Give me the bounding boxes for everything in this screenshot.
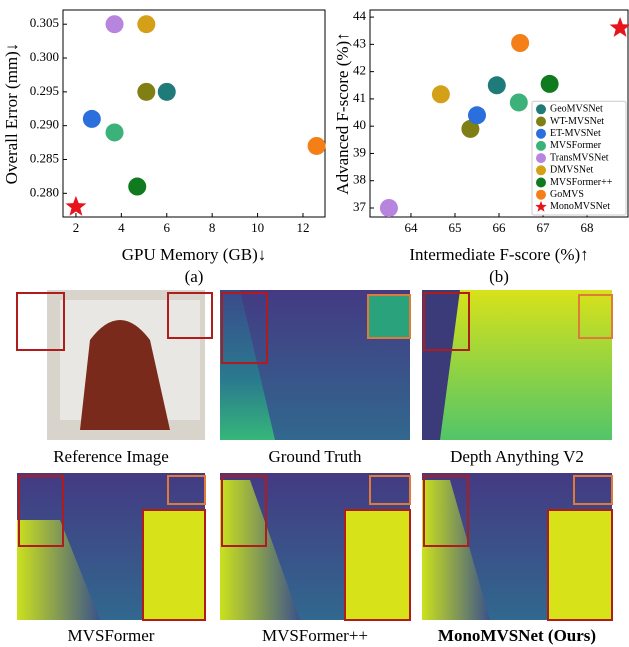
x-axis-label: Intermediate F-score (%)↑ xyxy=(409,245,588,264)
y-tick-label: 0.290 xyxy=(30,117,59,132)
legend-marker xyxy=(536,116,546,127)
legend-marker xyxy=(536,140,546,151)
x-tick-label: 4 xyxy=(118,220,125,235)
point xyxy=(65,195,87,216)
x-tick-label: 66 xyxy=(493,220,507,235)
reference-image xyxy=(16,290,213,440)
legend-marker xyxy=(536,153,546,164)
legend-label: DMVSNet xyxy=(550,165,594,176)
plot-frame xyxy=(62,9,326,218)
legend-marker xyxy=(536,104,546,115)
legend-label: MVSFormer xyxy=(550,140,602,151)
x-tick-label: 12 xyxy=(296,220,309,235)
point xyxy=(105,15,124,34)
legend-marker xyxy=(536,177,546,188)
panel-caption: MVSFormer++ xyxy=(262,626,368,645)
x-tick-label: 2 xyxy=(73,220,80,235)
chart-caption: (a) xyxy=(185,267,204,286)
point xyxy=(137,15,156,34)
point xyxy=(157,82,176,101)
chart-caption: (b) xyxy=(489,267,509,286)
panel-caption: Reference Image xyxy=(53,447,169,466)
legend-label: ET-MVSNet xyxy=(550,128,601,139)
x-tick-label: 68 xyxy=(581,220,594,235)
x-tick-label: 67 xyxy=(537,220,551,235)
depth-anything-image xyxy=(422,290,613,440)
y-tick-label: 0.280 xyxy=(30,184,59,199)
y-tick-label: 44 xyxy=(353,8,367,23)
legend-label: MVSFormer++ xyxy=(550,177,613,188)
legend-label: WT-MVSNet xyxy=(550,116,604,127)
y-tick-label: 0.295 xyxy=(30,83,59,98)
x-axis-label: GPU Memory (GB)↓ xyxy=(122,245,267,264)
panel-caption: MVSFormer xyxy=(68,626,155,645)
panel-caption: Ground Truth xyxy=(268,447,362,466)
legend-marker xyxy=(535,200,547,212)
mvsformer-image xyxy=(17,473,206,621)
point xyxy=(128,177,147,196)
y-axis-label: Overall Error (mm)↓ xyxy=(2,43,21,185)
y-tick-label: 43 xyxy=(353,35,366,50)
x-tick-label: 65 xyxy=(448,220,461,235)
legend-box xyxy=(531,100,627,216)
x-tick-label: 64 xyxy=(404,220,418,235)
y-tick-label: 41 xyxy=(353,90,366,105)
monomvsnet-image xyxy=(422,473,613,621)
y-tick-label: 0.285 xyxy=(30,150,59,165)
x-tick-label: 10 xyxy=(251,220,264,235)
legend-label: GoMVS xyxy=(550,189,584,200)
point xyxy=(461,119,480,138)
y-tick-label: 42 xyxy=(353,63,366,78)
point xyxy=(307,136,326,155)
legend-marker xyxy=(536,128,546,139)
point xyxy=(137,82,156,101)
point xyxy=(82,109,101,128)
point xyxy=(509,93,528,112)
panel-caption: Depth Anything V2 xyxy=(450,447,584,466)
y-tick-label: 0.300 xyxy=(30,49,59,64)
point xyxy=(467,106,486,125)
mvsformerpp-image xyxy=(220,473,411,621)
point xyxy=(609,17,629,37)
y-axis-label: Advanced F-score (%)↑ xyxy=(333,32,352,194)
point xyxy=(511,34,530,52)
y-tick-label: 40 xyxy=(353,117,366,132)
point xyxy=(105,123,124,142)
y-tick-label: 39 xyxy=(353,144,366,159)
legend-label: TransMVSNet xyxy=(550,152,609,163)
ground-truth-image xyxy=(220,290,411,440)
y-tick-label: 0.305 xyxy=(30,15,59,30)
x-tick-label: 6 xyxy=(164,220,171,235)
x-tick-label: 8 xyxy=(209,220,216,235)
legend-label: MonoMVSNet xyxy=(550,201,610,212)
point xyxy=(487,76,506,95)
legend-marker xyxy=(536,189,546,200)
y-tick-label: 37 xyxy=(353,199,367,214)
y-tick-label: 38 xyxy=(353,172,366,187)
legend-marker xyxy=(536,165,546,176)
panel-caption: MonoMVSNet (Ours) xyxy=(438,626,596,645)
legend-label: GeoMVSNet xyxy=(550,104,603,115)
point xyxy=(431,85,450,104)
point xyxy=(379,199,398,217)
point xyxy=(540,74,559,93)
